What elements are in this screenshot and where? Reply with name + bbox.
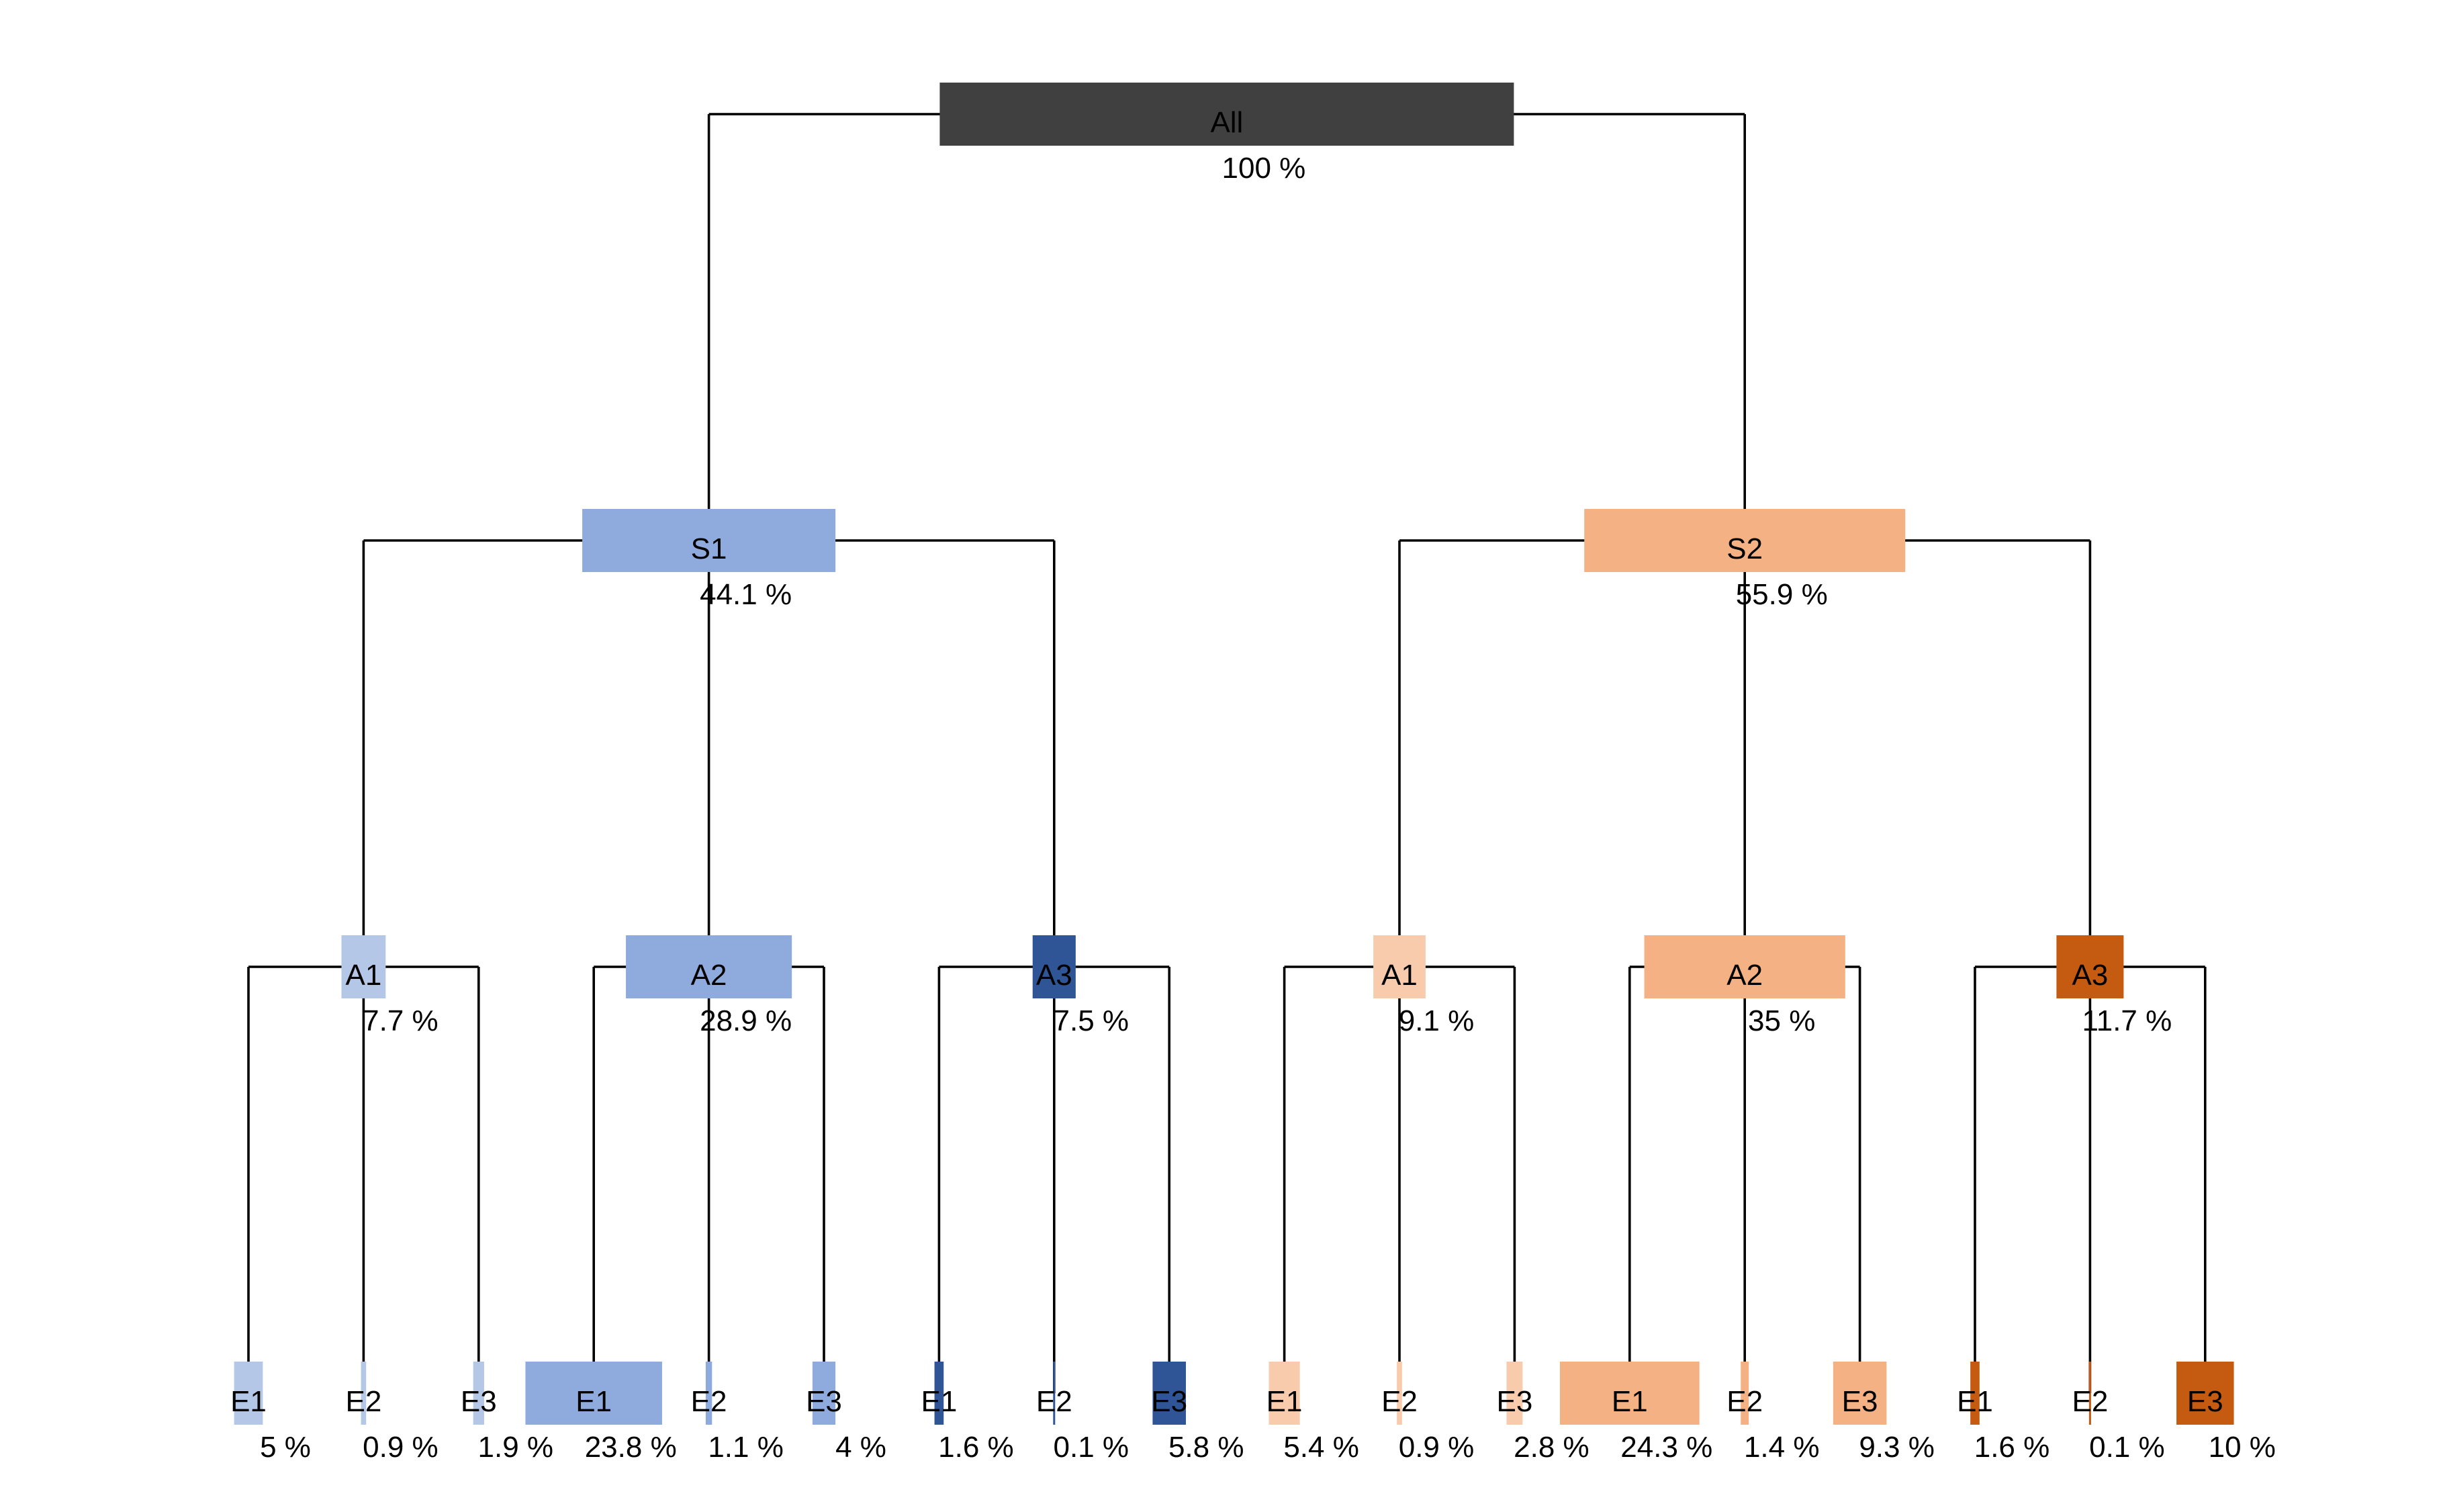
node-label-root-0-0: A1	[345, 959, 381, 992]
node-box-root-1-1	[1644, 935, 1845, 998]
tree-edges	[247, 113, 2207, 1393]
node-box-root-1-2-0	[1970, 1362, 1980, 1425]
node-pct-root-0-1-0: 23.8 %	[585, 1431, 677, 1464]
node-pct-root-1-2-0: 1.6 %	[1974, 1431, 2050, 1464]
node-pct-root-1-1-1: 1.4 %	[1744, 1431, 1820, 1464]
node-pct-root-0: 44.1 %	[700, 578, 792, 611]
node-box-root-0-0-0	[234, 1362, 263, 1425]
node-box-root-0	[582, 509, 836, 572]
node-box-root-0-0-2	[473, 1362, 484, 1425]
node-pct-root-1-1-0: 24.3 %	[1620, 1431, 1712, 1464]
node-label-root-0-1: A2	[691, 959, 727, 992]
node-label-root-0-1-1: E2	[691, 1385, 727, 1418]
node-pct-root-0-1: 28.9 %	[700, 1004, 792, 1037]
node-pct-root-0-0-2: 1.9 %	[478, 1431, 554, 1464]
node-pct-root-1-1-2: 9.3 %	[1859, 1431, 1935, 1464]
node-label-root-0-2-1: E2	[1036, 1385, 1072, 1418]
node-pct-root-1-1: 35 %	[1748, 1004, 1815, 1037]
node-pct-root-1-0-2: 2.8 %	[1514, 1431, 1589, 1464]
node-box-root-0-2-1	[1053, 1362, 1056, 1425]
node-label-root-1-2-1: E2	[2072, 1385, 2108, 1418]
node-pct-root-0-0: 7.7 %	[363, 1004, 439, 1037]
node-box-root-0-2-2	[1152, 1362, 1186, 1425]
node-box-root-0-2	[1032, 935, 1076, 998]
node-label-root-1-0-1: E2	[1381, 1385, 1418, 1418]
node-label-root-1-0-2: E3	[1496, 1385, 1532, 1418]
node-pct-root-1-2-2: 10 %	[2209, 1431, 2276, 1464]
node-label-root-1-2-2: E3	[2187, 1385, 2223, 1418]
node-box-root-1	[1584, 509, 1906, 572]
node-box-root-1-0	[1373, 935, 1426, 998]
node-box-root-1-1-0	[1559, 1362, 1700, 1425]
node-box-root-1-0-2	[1506, 1362, 1523, 1425]
node-pct-root-1-0-1: 0.9 %	[1399, 1431, 1475, 1464]
node-box-root-0-1-0	[525, 1362, 662, 1425]
node-label-root-1-1-0: E1	[1612, 1385, 1648, 1418]
node-label-root-1-2: A3	[2072, 959, 2108, 992]
tree-node-labels: E1 5 % E2 0.9 % E3 1.9 % A1 7.7 % E1 23.8 % E2 1.1 …	[230, 106, 2276, 1464]
node-pct-root-0-2-2: 5.8 %	[1168, 1431, 1244, 1464]
node-box-root-1-1-1	[1741, 1362, 1749, 1425]
tree-node-boxes	[234, 83, 2234, 1425]
node-box-root	[939, 83, 1514, 146]
node-label-root-0-1-0: E1	[575, 1385, 612, 1418]
node-pct-root: 100 %	[1222, 152, 1306, 185]
node-pct-root-0-1-1: 1.1 %	[708, 1431, 784, 1464]
node-label-root: All	[1210, 106, 1243, 139]
node-label-root-0-1-2: E3	[806, 1385, 842, 1418]
node-box-root-0-0	[341, 935, 386, 998]
node-pct-root-1-2-1: 0.1 %	[2089, 1431, 2165, 1464]
node-label-root-1-1-2: E3	[1842, 1385, 1878, 1418]
node-label-root-1-1: A2	[1726, 959, 1763, 992]
node-pct-root-0-0-1: 0.9 %	[363, 1431, 439, 1464]
node-pct-root-1-0-0: 5.4 %	[1283, 1431, 1359, 1464]
node-label-root-0-0-0: E1	[230, 1385, 267, 1418]
node-pct-root-0-0-0: 5 %	[260, 1431, 311, 1464]
node-pct-root-1: 55.9 %	[1736, 578, 1828, 611]
node-box-root-0-2-0	[934, 1362, 944, 1425]
node-box-root-0-0-1	[361, 1362, 367, 1425]
node-label-root-0-2-2: E3	[1151, 1385, 1187, 1418]
node-label-root-0-2-0: E1	[921, 1385, 957, 1418]
node-box-root-1-0-1	[1397, 1362, 1402, 1425]
node-label-root-0-0-2: E3	[461, 1385, 497, 1418]
node-label-root-0-0-1: E2	[345, 1385, 381, 1418]
node-box-root-0-1-1	[705, 1362, 712, 1425]
node-pct-root-0-2-1: 0.1 %	[1054, 1431, 1130, 1464]
node-box-root-0-1	[626, 935, 792, 998]
node-box-root-1-2	[2056, 935, 2124, 998]
node-pct-root-1-0: 9.1 %	[1399, 1004, 1475, 1037]
node-label-root-1-1-1: E2	[1726, 1385, 1763, 1418]
node-label-root-0-2: A3	[1036, 959, 1072, 992]
node-box-root-1-0-0	[1269, 1362, 1300, 1425]
node-pct-root-0-2-0: 1.6 %	[938, 1431, 1014, 1464]
node-box-root-1-2-2	[2176, 1362, 2234, 1425]
node-pct-root-0-1-2: 4 %	[835, 1431, 886, 1464]
node-box-root-1-1-2	[1833, 1362, 1887, 1425]
node-box-root-0-1-2	[812, 1362, 836, 1425]
node-label-root-1-2-0: E1	[1957, 1385, 1993, 1418]
node-pct-root-0-2: 7.5 %	[1054, 1004, 1130, 1037]
node-label-root-1: S2	[1726, 532, 1763, 565]
node-label-root-0: S1	[691, 532, 727, 565]
node-label-root-1-0-0: E1	[1266, 1385, 1303, 1418]
node-pct-root-1-2: 11.7 %	[2082, 1004, 2172, 1037]
node-label-root-1-0: A1	[1381, 959, 1418, 992]
node-box-root-1-2-1	[2088, 1362, 2091, 1425]
